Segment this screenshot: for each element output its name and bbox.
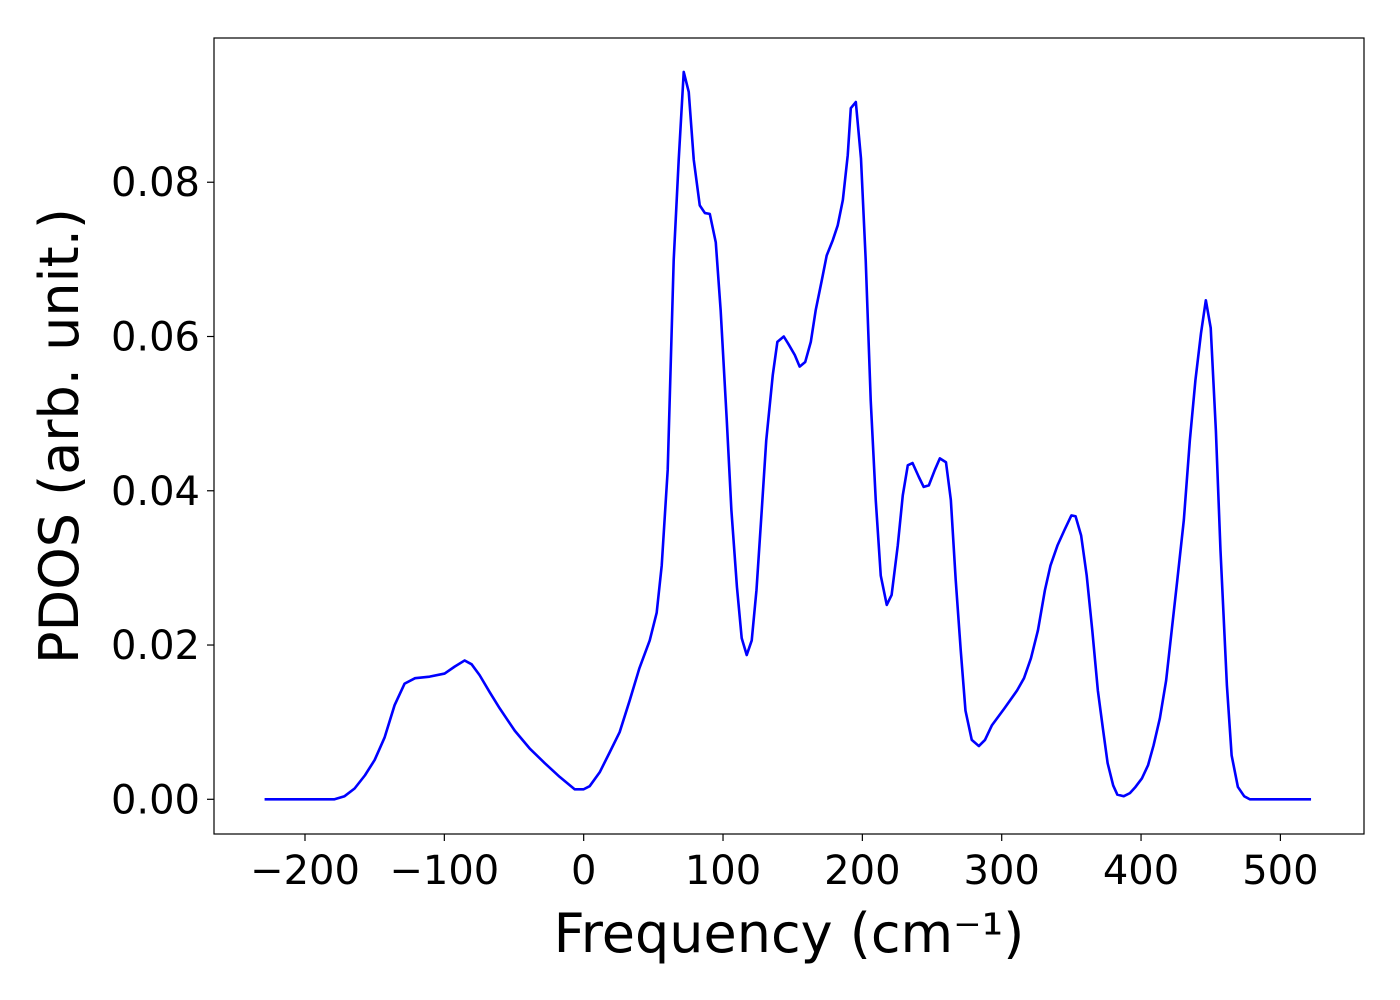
y-tick-label: 0.02 bbox=[111, 623, 200, 669]
x-tick-label: −100 bbox=[389, 848, 499, 894]
x-tick-label: 500 bbox=[1242, 848, 1318, 894]
y-axis-label: PDOS (arb. unit.) bbox=[28, 208, 91, 664]
x-tick-label: −200 bbox=[250, 848, 360, 894]
x-axis-label: Frequency (cm⁻¹) bbox=[554, 902, 1025, 965]
x-tick-label: 400 bbox=[1103, 848, 1179, 894]
y-tick-label: 0.00 bbox=[111, 777, 200, 823]
data-line bbox=[264, 70, 1312, 801]
x-tick-label: 0 bbox=[571, 848, 596, 894]
x-tick-label: 100 bbox=[685, 848, 761, 894]
plot-frame bbox=[213, 37, 1365, 835]
y-tick-label: 0.04 bbox=[111, 469, 200, 515]
x-tick-label: 300 bbox=[964, 848, 1040, 894]
y-tick-label: 0.08 bbox=[111, 160, 200, 206]
y-tick-label: 0.06 bbox=[111, 315, 200, 361]
x-tick-label: 200 bbox=[824, 848, 900, 894]
